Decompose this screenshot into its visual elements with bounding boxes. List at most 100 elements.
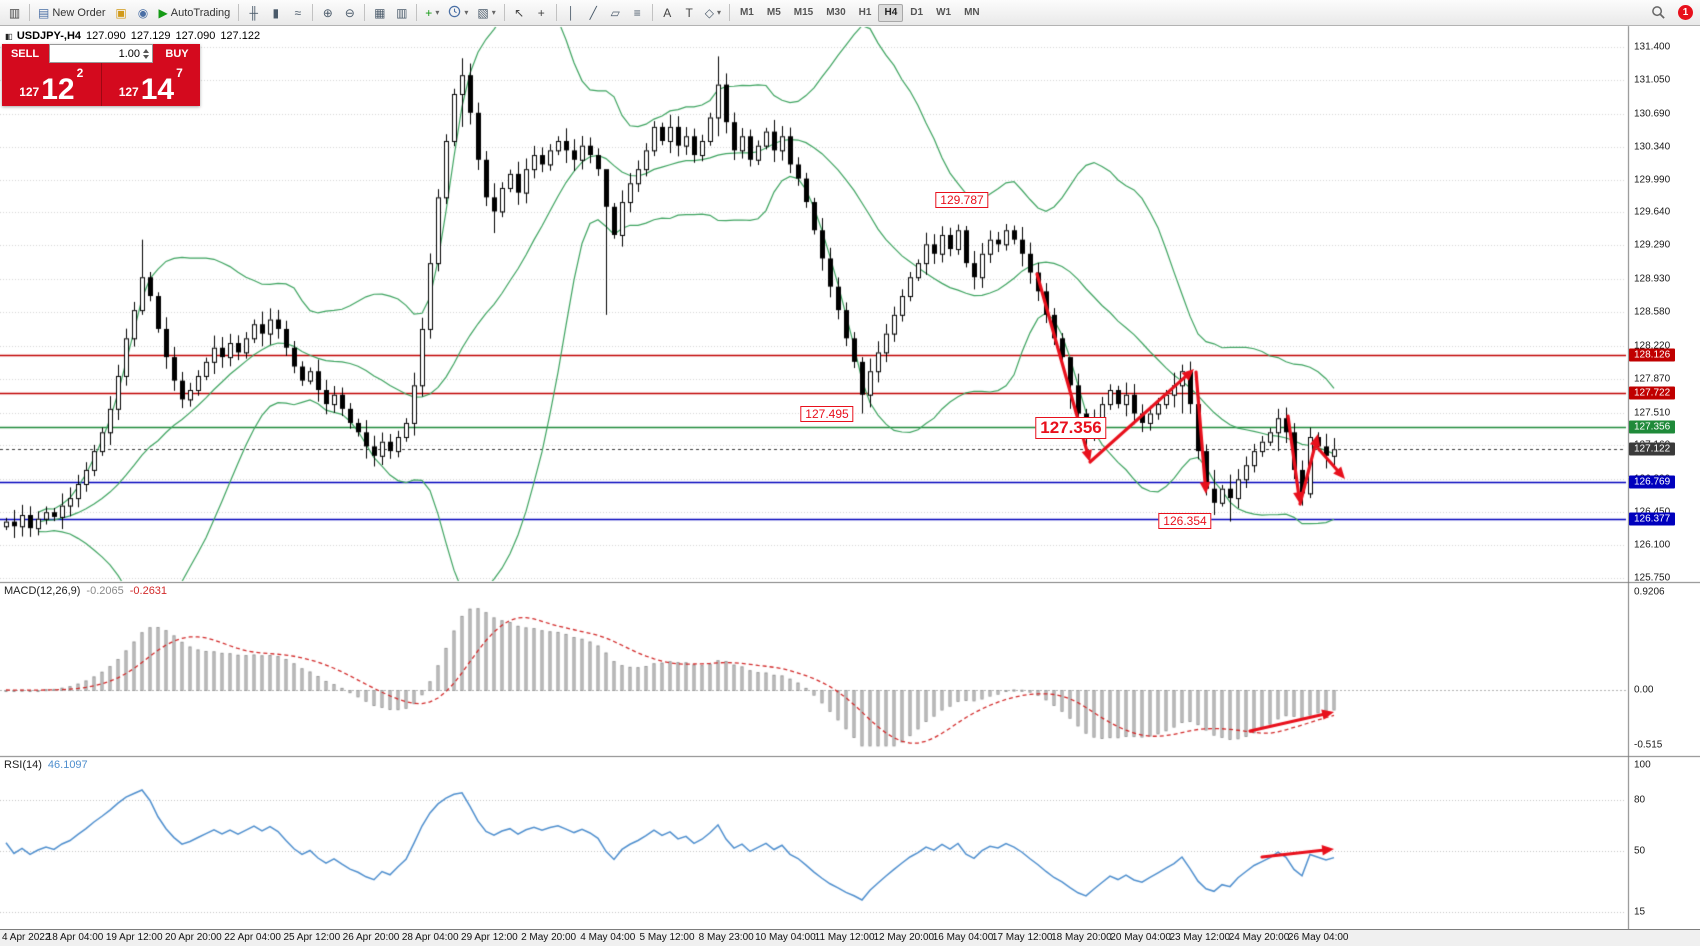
market-icon[interactable]: ▣ <box>111 2 132 23</box>
volume-up-icon[interactable] <box>143 48 149 53</box>
macd-panel-title: MACD(12,26,9) -0.2065 -0.2631 <box>4 585 167 597</box>
bar-close: 127.122 <box>220 30 261 42</box>
time-axis-label: 23 May 12:00 <box>1169 932 1231 943</box>
sell-price-button[interactable]: 127 12 2 <box>2 63 101 106</box>
price-flag[interactable]: 129.787 <box>935 192 989 208</box>
time-axis-label: 20 Apr 20:00 <box>165 932 222 943</box>
cascade-windows-icon[interactable]: ▥ <box>391 2 412 23</box>
bar-chart-icon[interactable]: ╫ <box>243 2 264 23</box>
price-level-tag: 126.377 <box>1629 512 1676 526</box>
buy-button[interactable]: BUY <box>154 44 200 63</box>
rsi-axis-tick: 50 <box>1634 845 1646 857</box>
toolbar-separator <box>238 4 240 21</box>
price-level-tag: 127.122 <box>1629 442 1676 456</box>
volume-spinner[interactable] <box>143 48 150 59</box>
signals-icon[interactable]: ◉ <box>133 2 154 23</box>
trendline-icon[interactable]: ╱ <box>583 2 604 23</box>
bar-low: 127.090 <box>175 30 216 42</box>
search-icon[interactable] <box>1647 2 1670 23</box>
add-indicator-button[interactable]: + ▾ <box>421 2 443 23</box>
timeframe-mn[interactable]: MN <box>958 4 986 22</box>
new-order-button[interactable]: ▤ New Order <box>34 2 110 23</box>
toolbar-separator <box>555 4 557 21</box>
vertical-line-icon[interactable]: │ <box>561 2 582 23</box>
rsi-axis-tick: 80 <box>1634 794 1646 806</box>
candlestick-chart-icon[interactable]: ▮ <box>265 2 286 23</box>
add-indicator-icon: + <box>425 5 433 20</box>
zoom-out-icon[interactable]: ⊖ <box>339 2 360 23</box>
volume-value: 1.00 <box>118 47 140 60</box>
timeframe-m5[interactable]: M5 <box>761 4 787 22</box>
time-axis-label: 2 May 20:00 <box>521 932 577 943</box>
price-axis-tick: 127.870 <box>1634 373 1671 385</box>
new-order-icon: ▤ <box>38 5 50 20</box>
timeframe-d1[interactable]: D1 <box>904 4 929 22</box>
volume-down-icon[interactable] <box>143 54 149 59</box>
symbol-name: USDJPY-,H4 <box>16 30 82 42</box>
timeframe-m1[interactable]: M1 <box>734 4 760 22</box>
time-axis-label: 10 May 04:00 <box>755 932 816 943</box>
tile-windows-icon[interactable]: ▦ <box>369 2 390 23</box>
shapes-button[interactable]: ◇ ▾ <box>701 2 725 23</box>
price-flag[interactable]: 126.354 <box>1158 513 1212 529</box>
macd-main-value: -0.2065 <box>86 585 124 597</box>
macd-label: MACD(12,26,9) <box>4 585 81 597</box>
trade-panel-top-row: SELL 1.00 BUY <box>2 44 200 63</box>
sell-price-figure: 127 <box>19 85 40 99</box>
cursor-icon[interactable]: ↖ <box>509 2 530 23</box>
rsi-label: RSI(14) <box>4 759 42 771</box>
fibonacci-icon[interactable]: ≡ <box>627 2 648 23</box>
price-axis-tick: 129.640 <box>1634 206 1671 218</box>
time-axis-label: 22 Apr 04:00 <box>224 932 281 943</box>
time-axis-label: 8 May 23:00 <box>698 932 754 943</box>
time-axis-label: 4 May 04:00 <box>580 932 636 943</box>
text-tool-icon[interactable]: A <box>657 2 678 23</box>
chart-window-icon[interactable]: ▥ <box>4 2 25 23</box>
crosshair-icon[interactable]: + <box>531 2 552 23</box>
rsi-panel-title: RSI(14) 46.1097 <box>4 759 88 771</box>
toolbar-separator <box>29 4 30 21</box>
price-axis-tick: 128.930 <box>1634 273 1671 285</box>
price-scale[interactable]: 131.400 131.050 130.690 130.340 129.990 129.6… <box>1628 0 1700 945</box>
time-axis-label: 11 May 12:00 <box>814 932 875 943</box>
price-level-tag: 128.126 <box>1629 348 1676 362</box>
line-chart-icon[interactable]: ≈ <box>287 2 308 23</box>
label-tool-icon[interactable]: T <box>679 2 700 23</box>
macd-signal-value: -0.2631 <box>129 585 168 597</box>
periods-button[interactable]: ▾ <box>444 2 472 23</box>
template-button[interactable]: ▧ ▾ <box>473 2 499 23</box>
buy-price-button[interactable]: 127 14 7 <box>101 63 200 106</box>
price-axis-tick: 129.290 <box>1634 239 1671 251</box>
zoom-in-icon[interactable]: ⊕ <box>317 2 338 23</box>
notification-badge[interactable]: 1 <box>1678 5 1693 20</box>
toolbar-separator <box>416 4 418 21</box>
macd-axis-tick: -0.515 <box>1634 739 1663 751</box>
price-flag[interactable]: 127.356 <box>1035 417 1107 439</box>
time-axis-label: 18 May 20:00 <box>1051 932 1112 943</box>
timeframe-m15[interactable]: M15 <box>788 4 819 22</box>
price-flag[interactable]: 127.495 <box>800 406 854 422</box>
rsi-axis-tick: 100 <box>1634 759 1651 771</box>
autotrading-button[interactable]: ▶ AutoTrading <box>155 2 235 23</box>
timeframe-m30[interactable]: M30 <box>820 4 851 22</box>
clock-icon <box>448 5 461 21</box>
symbol-chart-icon: ▮▯ <box>5 31 13 41</box>
timeframe-h1[interactable]: H1 <box>853 4 878 22</box>
time-axis-label: 26 May 04:00 <box>1287 932 1349 943</box>
price-axis-tick: 129.990 <box>1634 174 1671 185</box>
buy-price-point: 7 <box>176 66 183 80</box>
time-axis[interactable]: 4 Apr 2022 18 Apr 04:00 19 Apr 12:00 20 Apr… <box>0 929 1700 946</box>
price-axis-tick: 128.220 <box>1634 340 1671 352</box>
price-level-tag: 127.722 <box>1629 386 1676 400</box>
timeframe-w1[interactable]: W1 <box>930 4 957 22</box>
new-order-label: New Order <box>52 6 106 19</box>
time-axis-label: 12 May 20:00 <box>873 932 935 943</box>
timeframe-h4[interactable]: H4 <box>878 3 904 22</box>
sell-button[interactable]: SELL <box>2 44 48 63</box>
sell-price-pips: 12 <box>41 73 75 106</box>
price-level-tag: 126.769 <box>1629 475 1676 489</box>
channel-icon[interactable]: ▱ <box>605 2 626 23</box>
volume-input[interactable]: 1.00 <box>49 44 153 63</box>
